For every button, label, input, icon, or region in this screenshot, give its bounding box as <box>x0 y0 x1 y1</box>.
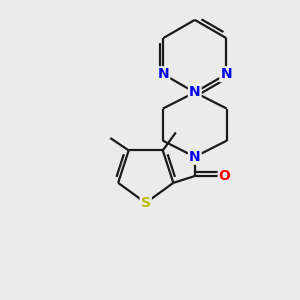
Text: N: N <box>220 67 232 81</box>
Text: N: N <box>158 67 169 81</box>
Text: O: O <box>219 169 231 183</box>
Text: N: N <box>189 150 201 164</box>
Text: N: N <box>189 85 201 99</box>
Text: S: S <box>141 196 151 210</box>
